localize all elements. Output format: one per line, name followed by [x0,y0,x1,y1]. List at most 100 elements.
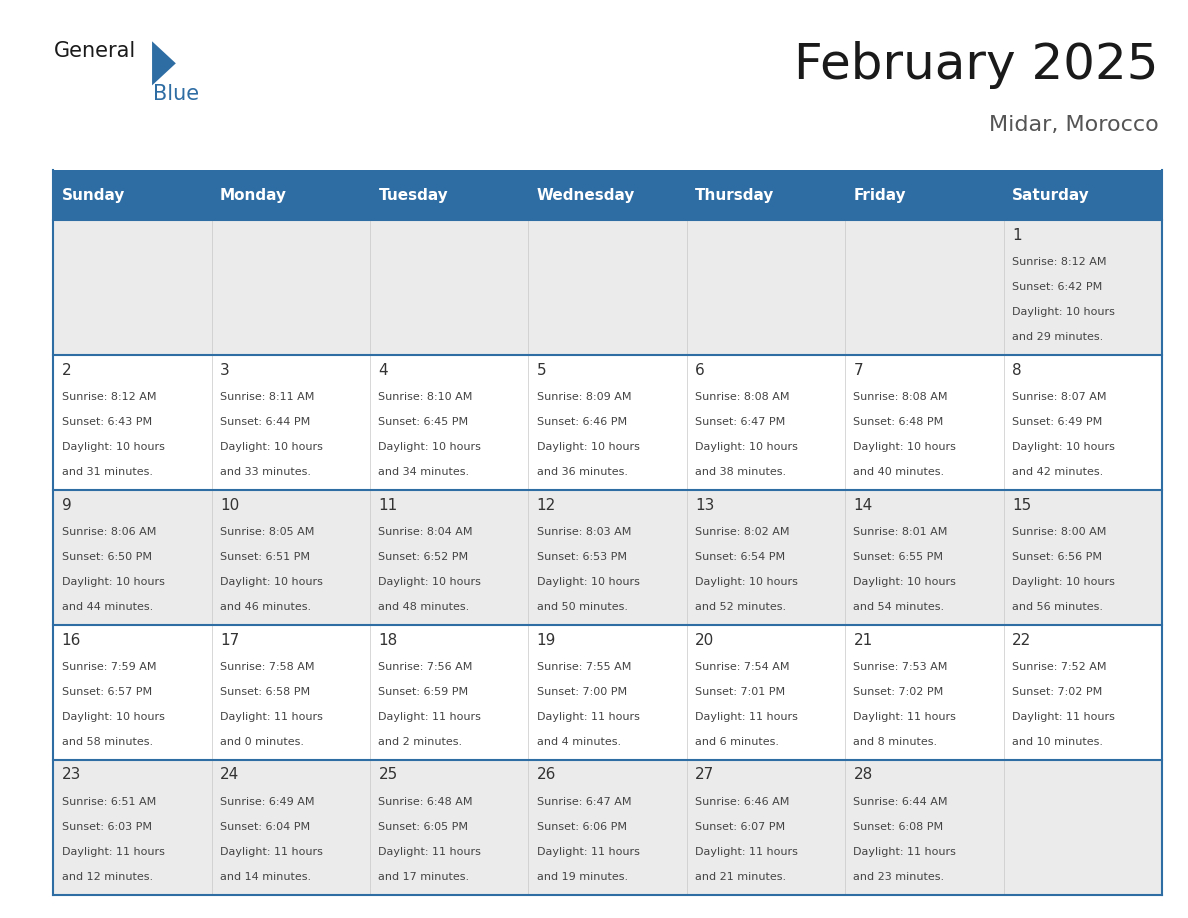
Text: Sunset: 6:54 PM: Sunset: 6:54 PM [695,553,785,562]
Text: Sunset: 7:02 PM: Sunset: 7:02 PM [1012,688,1102,697]
Text: and 34 minutes.: and 34 minutes. [379,467,469,477]
Text: Daylight: 10 hours: Daylight: 10 hours [220,577,323,588]
Text: Daylight: 10 hours: Daylight: 10 hours [695,442,798,453]
Text: Sunset: 6:59 PM: Sunset: 6:59 PM [379,688,468,697]
Text: 5: 5 [537,363,546,377]
Text: Daylight: 10 hours: Daylight: 10 hours [62,442,165,453]
Text: Daylight: 11 hours: Daylight: 11 hours [537,847,639,857]
Text: and 48 minutes.: and 48 minutes. [379,602,469,612]
Bar [53,625,1162,760]
Text: 15: 15 [1012,498,1031,512]
Text: Daylight: 11 hours: Daylight: 11 hours [853,847,956,857]
Text: 23: 23 [62,767,81,782]
Text: 25: 25 [379,767,398,782]
Text: Daylight: 10 hours: Daylight: 10 hours [1012,308,1114,318]
Bar [53,490,1162,625]
Text: Sunset: 6:47 PM: Sunset: 6:47 PM [695,418,785,427]
Text: and 4 minutes.: and 4 minutes. [537,737,621,747]
Text: 21: 21 [853,633,873,647]
Text: Sunset: 6:43 PM: Sunset: 6:43 PM [62,418,152,427]
Text: and 33 minutes.: and 33 minutes. [220,467,311,477]
Text: and 10 minutes.: and 10 minutes. [1012,737,1102,747]
Text: Sunrise: 7:54 AM: Sunrise: 7:54 AM [695,662,790,672]
Text: Wednesday: Wednesday [537,187,636,203]
Text: Sunset: 6:06 PM: Sunset: 6:06 PM [537,823,627,832]
Text: 12: 12 [537,498,556,512]
Text: Daylight: 10 hours: Daylight: 10 hours [62,577,165,588]
Text: Sunset: 6:44 PM: Sunset: 6:44 PM [220,418,310,427]
Text: Sunrise: 7:53 AM: Sunrise: 7:53 AM [853,662,948,672]
Text: Sunrise: 6:47 AM: Sunrise: 6:47 AM [537,797,631,807]
Text: Sunrise: 8:11 AM: Sunrise: 8:11 AM [220,392,315,402]
Text: Thursday: Thursday [695,187,775,203]
Text: Sunrise: 8:06 AM: Sunrise: 8:06 AM [62,527,156,537]
Text: and 58 minutes.: and 58 minutes. [62,737,153,747]
Text: Sunrise: 8:10 AM: Sunrise: 8:10 AM [379,392,473,402]
Text: Sunrise: 7:56 AM: Sunrise: 7:56 AM [379,662,473,672]
Text: Friday: Friday [853,187,906,203]
Text: Daylight: 11 hours: Daylight: 11 hours [220,712,323,722]
Text: 4: 4 [379,363,388,377]
Text: Sunrise: 8:07 AM: Sunrise: 8:07 AM [1012,392,1106,402]
Text: and 44 minutes.: and 44 minutes. [62,602,153,612]
Text: and 36 minutes.: and 36 minutes. [537,467,627,477]
Text: 13: 13 [695,498,714,512]
Text: Sunrise: 6:49 AM: Sunrise: 6:49 AM [220,797,315,807]
Text: Sunset: 6:51 PM: Sunset: 6:51 PM [220,553,310,562]
Text: Daylight: 10 hours: Daylight: 10 hours [537,442,639,453]
Text: Daylight: 11 hours: Daylight: 11 hours [379,712,481,722]
Text: Sunrise: 8:09 AM: Sunrise: 8:09 AM [537,392,631,402]
Text: Sunset: 7:02 PM: Sunset: 7:02 PM [853,688,943,697]
Text: 11: 11 [379,498,398,512]
Text: and 21 minutes.: and 21 minutes. [695,872,786,882]
Text: Daylight: 10 hours: Daylight: 10 hours [1012,442,1114,453]
Text: Sunset: 7:00 PM: Sunset: 7:00 PM [537,688,627,697]
Text: Sunrise: 8:03 AM: Sunrise: 8:03 AM [537,527,631,537]
Text: Sunset: 6:49 PM: Sunset: 6:49 PM [1012,418,1102,427]
Text: Daylight: 11 hours: Daylight: 11 hours [537,712,639,722]
Text: Sunset: 6:04 PM: Sunset: 6:04 PM [220,823,310,832]
Text: and 0 minutes.: and 0 minutes. [220,737,304,747]
Text: and 50 minutes.: and 50 minutes. [537,602,627,612]
Text: Sunset: 6:07 PM: Sunset: 6:07 PM [695,823,785,832]
Text: Sunset: 7:01 PM: Sunset: 7:01 PM [695,688,785,697]
Text: Sunset: 6:48 PM: Sunset: 6:48 PM [853,418,943,427]
Text: Daylight: 11 hours: Daylight: 11 hours [220,847,323,857]
Text: Sunset: 6:46 PM: Sunset: 6:46 PM [537,418,627,427]
Text: 22: 22 [1012,633,1031,647]
Text: February 2025: February 2025 [794,41,1158,89]
Text: and 46 minutes.: and 46 minutes. [220,602,311,612]
Text: 19: 19 [537,633,556,647]
Text: Saturday: Saturday [1012,187,1089,203]
Text: Daylight: 10 hours: Daylight: 10 hours [695,577,798,588]
Text: Sunrise: 6:46 AM: Sunrise: 6:46 AM [695,797,790,807]
Text: Sunset: 6:57 PM: Sunset: 6:57 PM [62,688,152,697]
Text: Blue: Blue [153,84,200,104]
Text: Midar, Morocco: Midar, Morocco [988,115,1158,135]
Text: Sunrise: 6:44 AM: Sunrise: 6:44 AM [853,797,948,807]
Text: Daylight: 11 hours: Daylight: 11 hours [62,847,165,857]
Text: Daylight: 11 hours: Daylight: 11 hours [695,847,798,857]
Text: 24: 24 [220,767,239,782]
Text: Daylight: 11 hours: Daylight: 11 hours [1012,712,1114,722]
Text: 16: 16 [62,633,81,647]
Text: Sunrise: 8:08 AM: Sunrise: 8:08 AM [695,392,790,402]
Text: and 38 minutes.: and 38 minutes. [695,467,786,477]
Text: and 52 minutes.: and 52 minutes. [695,602,786,612]
Text: Sunrise: 6:51 AM: Sunrise: 6:51 AM [62,797,156,807]
Text: Sunrise: 8:01 AM: Sunrise: 8:01 AM [853,527,948,537]
Text: Daylight: 10 hours: Daylight: 10 hours [1012,577,1114,588]
Text: Sunrise: 8:05 AM: Sunrise: 8:05 AM [220,527,315,537]
Text: and 8 minutes.: and 8 minutes. [853,737,937,747]
Text: Sunset: 6:45 PM: Sunset: 6:45 PM [379,418,468,427]
Text: Tuesday: Tuesday [379,187,448,203]
Text: 9: 9 [62,498,71,512]
Text: Sunset: 6:53 PM: Sunset: 6:53 PM [537,553,627,562]
Text: and 14 minutes.: and 14 minutes. [220,872,311,882]
Text: and 2 minutes.: and 2 minutes. [379,737,462,747]
Text: 18: 18 [379,633,398,647]
Text: 20: 20 [695,633,714,647]
Text: Sunrise: 7:59 AM: Sunrise: 7:59 AM [62,662,157,672]
Text: Monday: Monday [220,187,287,203]
Text: 10: 10 [220,498,239,512]
